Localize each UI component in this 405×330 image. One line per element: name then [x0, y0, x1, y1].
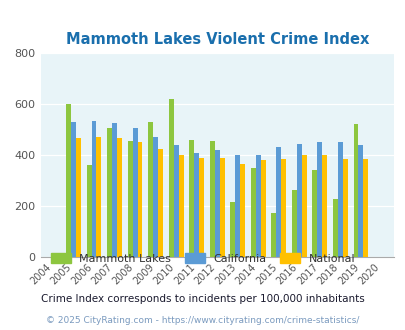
Bar	[168, 99, 173, 257]
Bar	[235, 155, 240, 257]
Bar	[178, 155, 183, 257]
Bar	[337, 142, 342, 257]
Bar	[301, 155, 306, 257]
Bar	[194, 152, 198, 257]
Bar	[332, 199, 337, 257]
Bar	[291, 190, 296, 257]
Bar	[91, 120, 96, 257]
Legend: Mammoth Lakes, California, National: Mammoth Lakes, California, National	[46, 249, 359, 268]
Bar	[240, 164, 245, 257]
Bar	[342, 159, 347, 257]
Bar	[214, 150, 219, 257]
Bar	[250, 168, 255, 257]
Bar	[153, 137, 158, 257]
Bar	[76, 139, 81, 257]
Bar	[296, 144, 301, 257]
Bar	[112, 123, 117, 257]
Title: Mammoth Lakes Violent Crime Index: Mammoth Lakes Violent Crime Index	[65, 32, 368, 48]
Bar	[281, 159, 286, 257]
Bar	[276, 148, 281, 257]
Bar	[173, 145, 178, 257]
Bar	[230, 202, 235, 257]
Bar	[322, 155, 326, 257]
Bar	[260, 160, 265, 257]
Bar	[317, 142, 322, 257]
Bar	[86, 165, 91, 257]
Text: Crime Index corresponds to incidents per 100,000 inhabitants: Crime Index corresponds to incidents per…	[41, 294, 364, 304]
Bar	[312, 170, 317, 257]
Bar	[353, 124, 358, 257]
Bar	[117, 139, 121, 257]
Bar	[271, 213, 276, 257]
Text: © 2025 CityRating.com - https://www.cityrating.com/crime-statistics/: © 2025 CityRating.com - https://www.city…	[46, 316, 359, 325]
Bar	[358, 145, 362, 257]
Bar	[66, 104, 71, 257]
Bar	[148, 122, 153, 257]
Bar	[71, 122, 76, 257]
Bar	[96, 137, 101, 257]
Bar	[189, 140, 194, 257]
Bar	[132, 128, 137, 257]
Bar	[362, 159, 367, 257]
Bar	[198, 158, 204, 257]
Bar	[158, 149, 162, 257]
Bar	[255, 155, 260, 257]
Bar	[107, 128, 112, 257]
Bar	[127, 141, 132, 257]
Bar	[209, 141, 214, 257]
Bar	[137, 142, 142, 257]
Bar	[219, 158, 224, 257]
